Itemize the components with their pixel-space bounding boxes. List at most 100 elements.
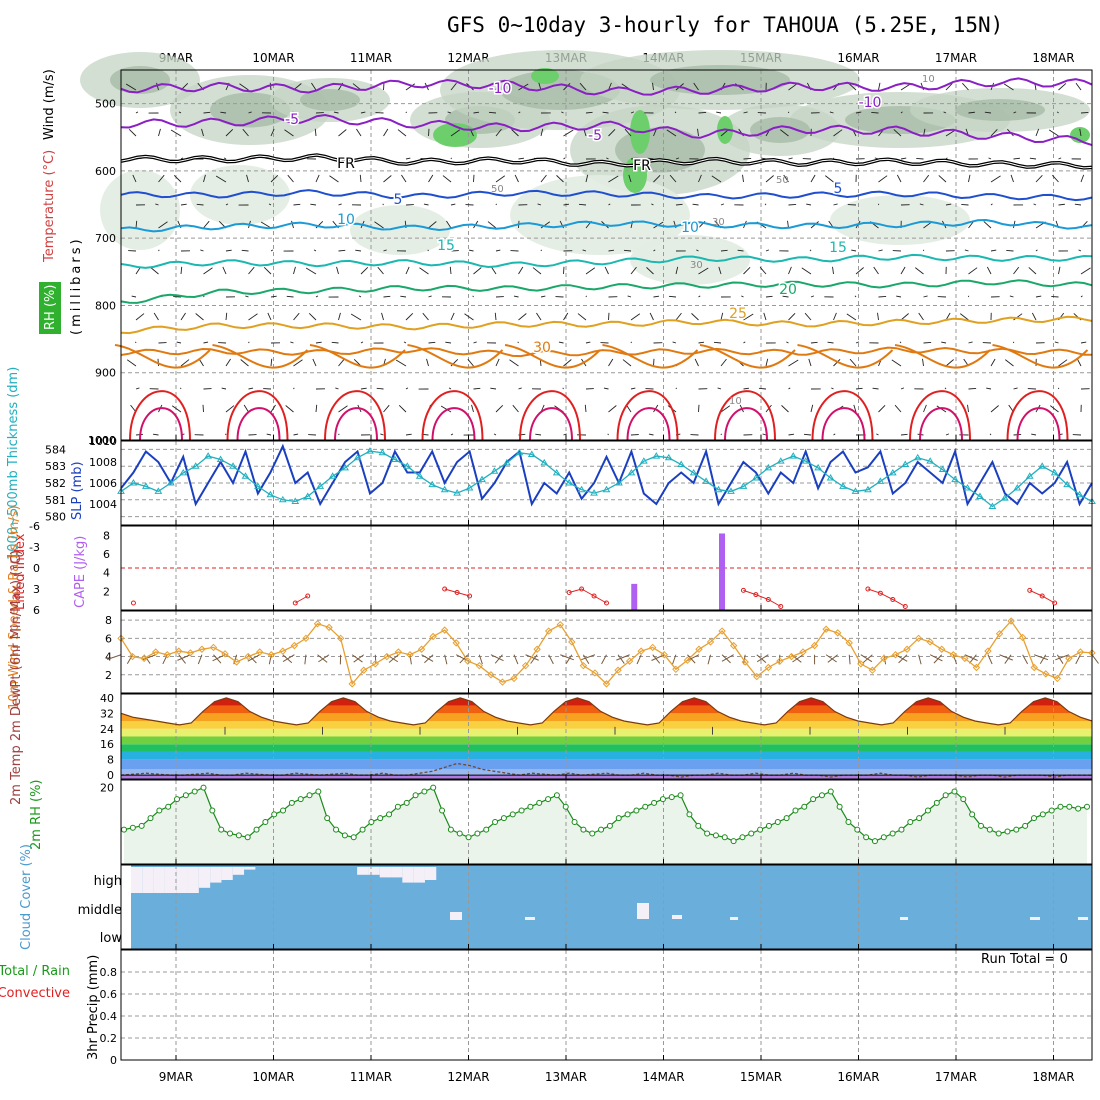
wind-10m-barb [1034,654,1049,661]
rh-point [280,807,287,814]
wind-barb [338,312,341,321]
bottom-date-label: 14MAR [642,1070,684,1084]
wind-10m-speed-point [313,620,322,628]
wind-barb [855,341,860,344]
wind-10m-barb [247,654,260,662]
rh-point [624,811,631,818]
isotherm-label: 20 [779,282,797,298]
rh-point [995,830,1002,837]
rh-point [854,826,861,833]
lifted-index-point [877,590,883,596]
wind-barb [360,267,369,275]
rh-point [898,826,905,833]
wind-barb [536,312,542,321]
rh-area-saturated [531,68,559,84]
wind-barb [1006,249,1014,252]
wind-10m-barb [1004,654,1012,664]
wind-10m-speed-point [1018,633,1027,642]
rh-point [509,811,516,818]
wind-barb [900,433,908,436]
wind-10m-barb [142,654,156,661]
lifted-index-tick-label: 6 [33,604,40,617]
thickness-axis-label: 1000~500mb Thickness (dm) [6,367,21,560]
wind-10m-barb [530,654,538,664]
wind-barb [788,387,791,390]
wind-barb [403,341,407,344]
wind-barb [824,175,834,183]
wind-barb [358,295,362,298]
wind-barb [832,266,834,275]
wind-barb [423,203,429,206]
wind-10m-speed-point [1030,663,1038,672]
wind-barb [495,82,499,91]
rh-point [200,784,207,791]
wind-10m-barb [756,654,769,663]
wind-barb [1035,249,1038,252]
wind-barb [241,249,249,252]
wind-barb [900,83,911,91]
thickness-point [888,468,897,476]
wind-barb [285,405,294,413]
wind-10m-barb [636,654,642,665]
rh-point [288,799,295,806]
slp-tick-label: 1006 [89,477,117,490]
wind-10m-barb [721,654,734,662]
wind-barb [827,341,834,344]
wind-barb [855,111,862,114]
wind-10m-barb [282,654,295,662]
wind-barb [652,82,654,91]
wind-barb [491,266,497,275]
temperature-tick-label: 0 [107,769,114,782]
cloud-high-clear [210,867,222,883]
wind-barb [675,266,679,275]
wind-barb [788,359,799,367]
wind-barb [1051,295,1059,298]
pressure-tick-label: 500 [95,98,116,111]
rh-point [748,830,755,837]
wind-barb [374,221,384,229]
wind-barb [336,266,339,275]
wind-barb [518,266,524,275]
wind-10m-barb [1055,654,1070,661]
wind-barb [563,433,567,436]
isotherm-line-40 [334,407,378,441]
rh-point [368,819,375,825]
wind-barb [1080,341,1087,344]
wind-barb [446,220,452,229]
wind-barb [450,129,461,137]
wind-barb [923,342,932,344]
wind-barb [743,158,752,160]
wind-barb [338,433,340,436]
wind-barb [448,387,452,390]
wind-barb [540,295,546,298]
thickness-point [615,479,623,486]
temperature-band [121,694,1092,698]
rh-contour-label: 30 [690,260,703,271]
wind-barb [268,203,272,206]
wind-barb [900,313,909,321]
temperature-tick-label: 8 [107,754,114,767]
cloud-high-clear [198,867,211,888]
wind-barb [223,157,227,160]
wind-10m-speed-point [544,627,553,635]
wind-barb [765,358,769,367]
wind-barb [720,358,727,367]
thickness-point [341,463,349,471]
rh-point [315,788,322,795]
wind-barb [1033,203,1037,206]
wind-barb [132,174,137,183]
isotherm-line-30 [504,344,601,369]
temperature-band [121,728,1092,737]
lifted-index-point [740,587,746,593]
wind-barb [270,404,276,413]
thickness-point [851,487,860,494]
rh-point [774,819,781,825]
rh-point [1084,803,1090,810]
wind-10m-speed-point [868,666,877,674]
rh-point [456,830,463,837]
wind-barb [158,128,161,137]
wind-barb [788,83,798,91]
wind-10m-speed-point [325,623,333,632]
wind-barb [941,341,947,344]
